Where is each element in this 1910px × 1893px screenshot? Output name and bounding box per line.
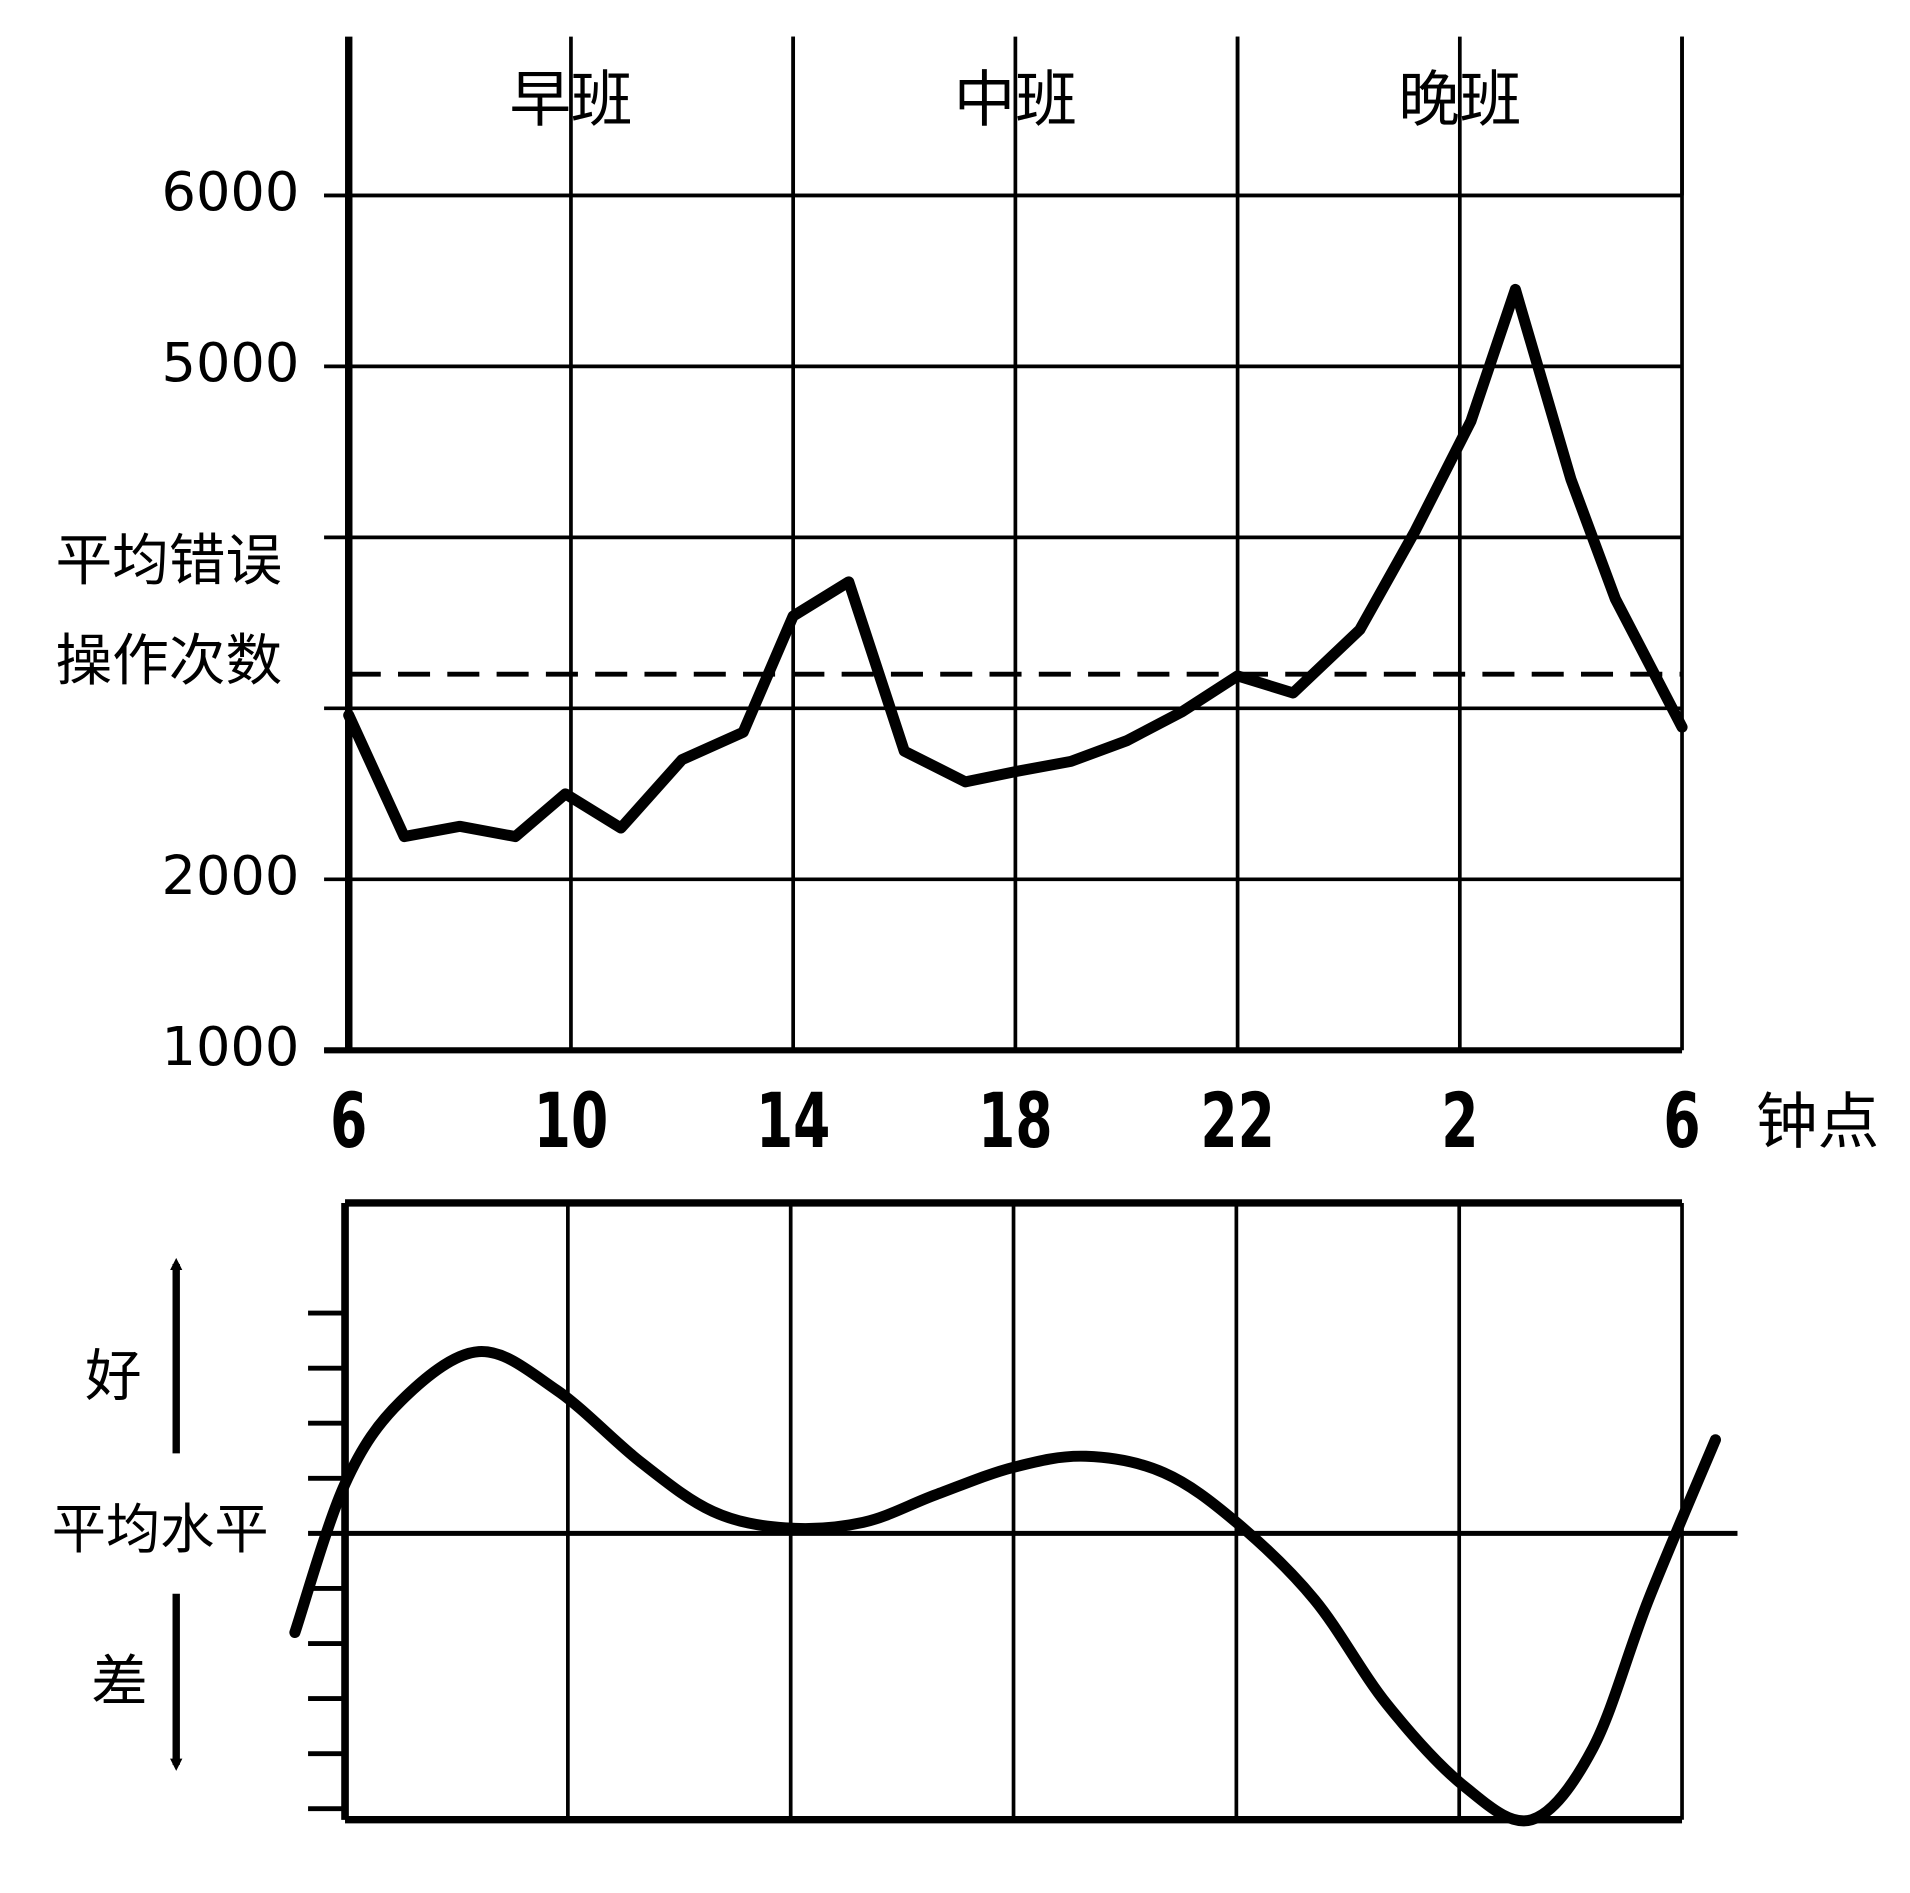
shift-label: 晚班 [1398, 65, 1521, 136]
x-tick-label: 2 [1441, 1078, 1478, 1166]
shift-label: 早班 [509, 65, 632, 136]
x-tick-label: 6 [330, 1078, 367, 1166]
x-tick-label: 6 [1663, 1078, 1700, 1166]
x-tick-label: 22 [1200, 1078, 1274, 1166]
poor-label: 差 [91, 1650, 148, 1715]
y-tick-label: 5000 [161, 331, 299, 394]
data-line [289, 1346, 1722, 1827]
y-tick-label: 2000 [161, 844, 299, 907]
x-tick-label: 14 [756, 1078, 830, 1166]
x-axis-label: 钟点 [1756, 1087, 1879, 1158]
data-line [343, 283, 1688, 843]
y-tick-label: 6000 [161, 160, 299, 223]
average-label: 平均水平 [52, 1498, 269, 1561]
y-axis-label: 操作次数 [55, 629, 282, 694]
y-axis-label: 平均错误 [55, 529, 282, 594]
x-tick-label: 18 [978, 1078, 1052, 1166]
y-tick-label: 1000 [161, 1015, 299, 1078]
x-tick-label: 10 [534, 1078, 608, 1166]
good-label: 好 [85, 1345, 142, 1410]
shift-label: 中班 [954, 65, 1077, 136]
